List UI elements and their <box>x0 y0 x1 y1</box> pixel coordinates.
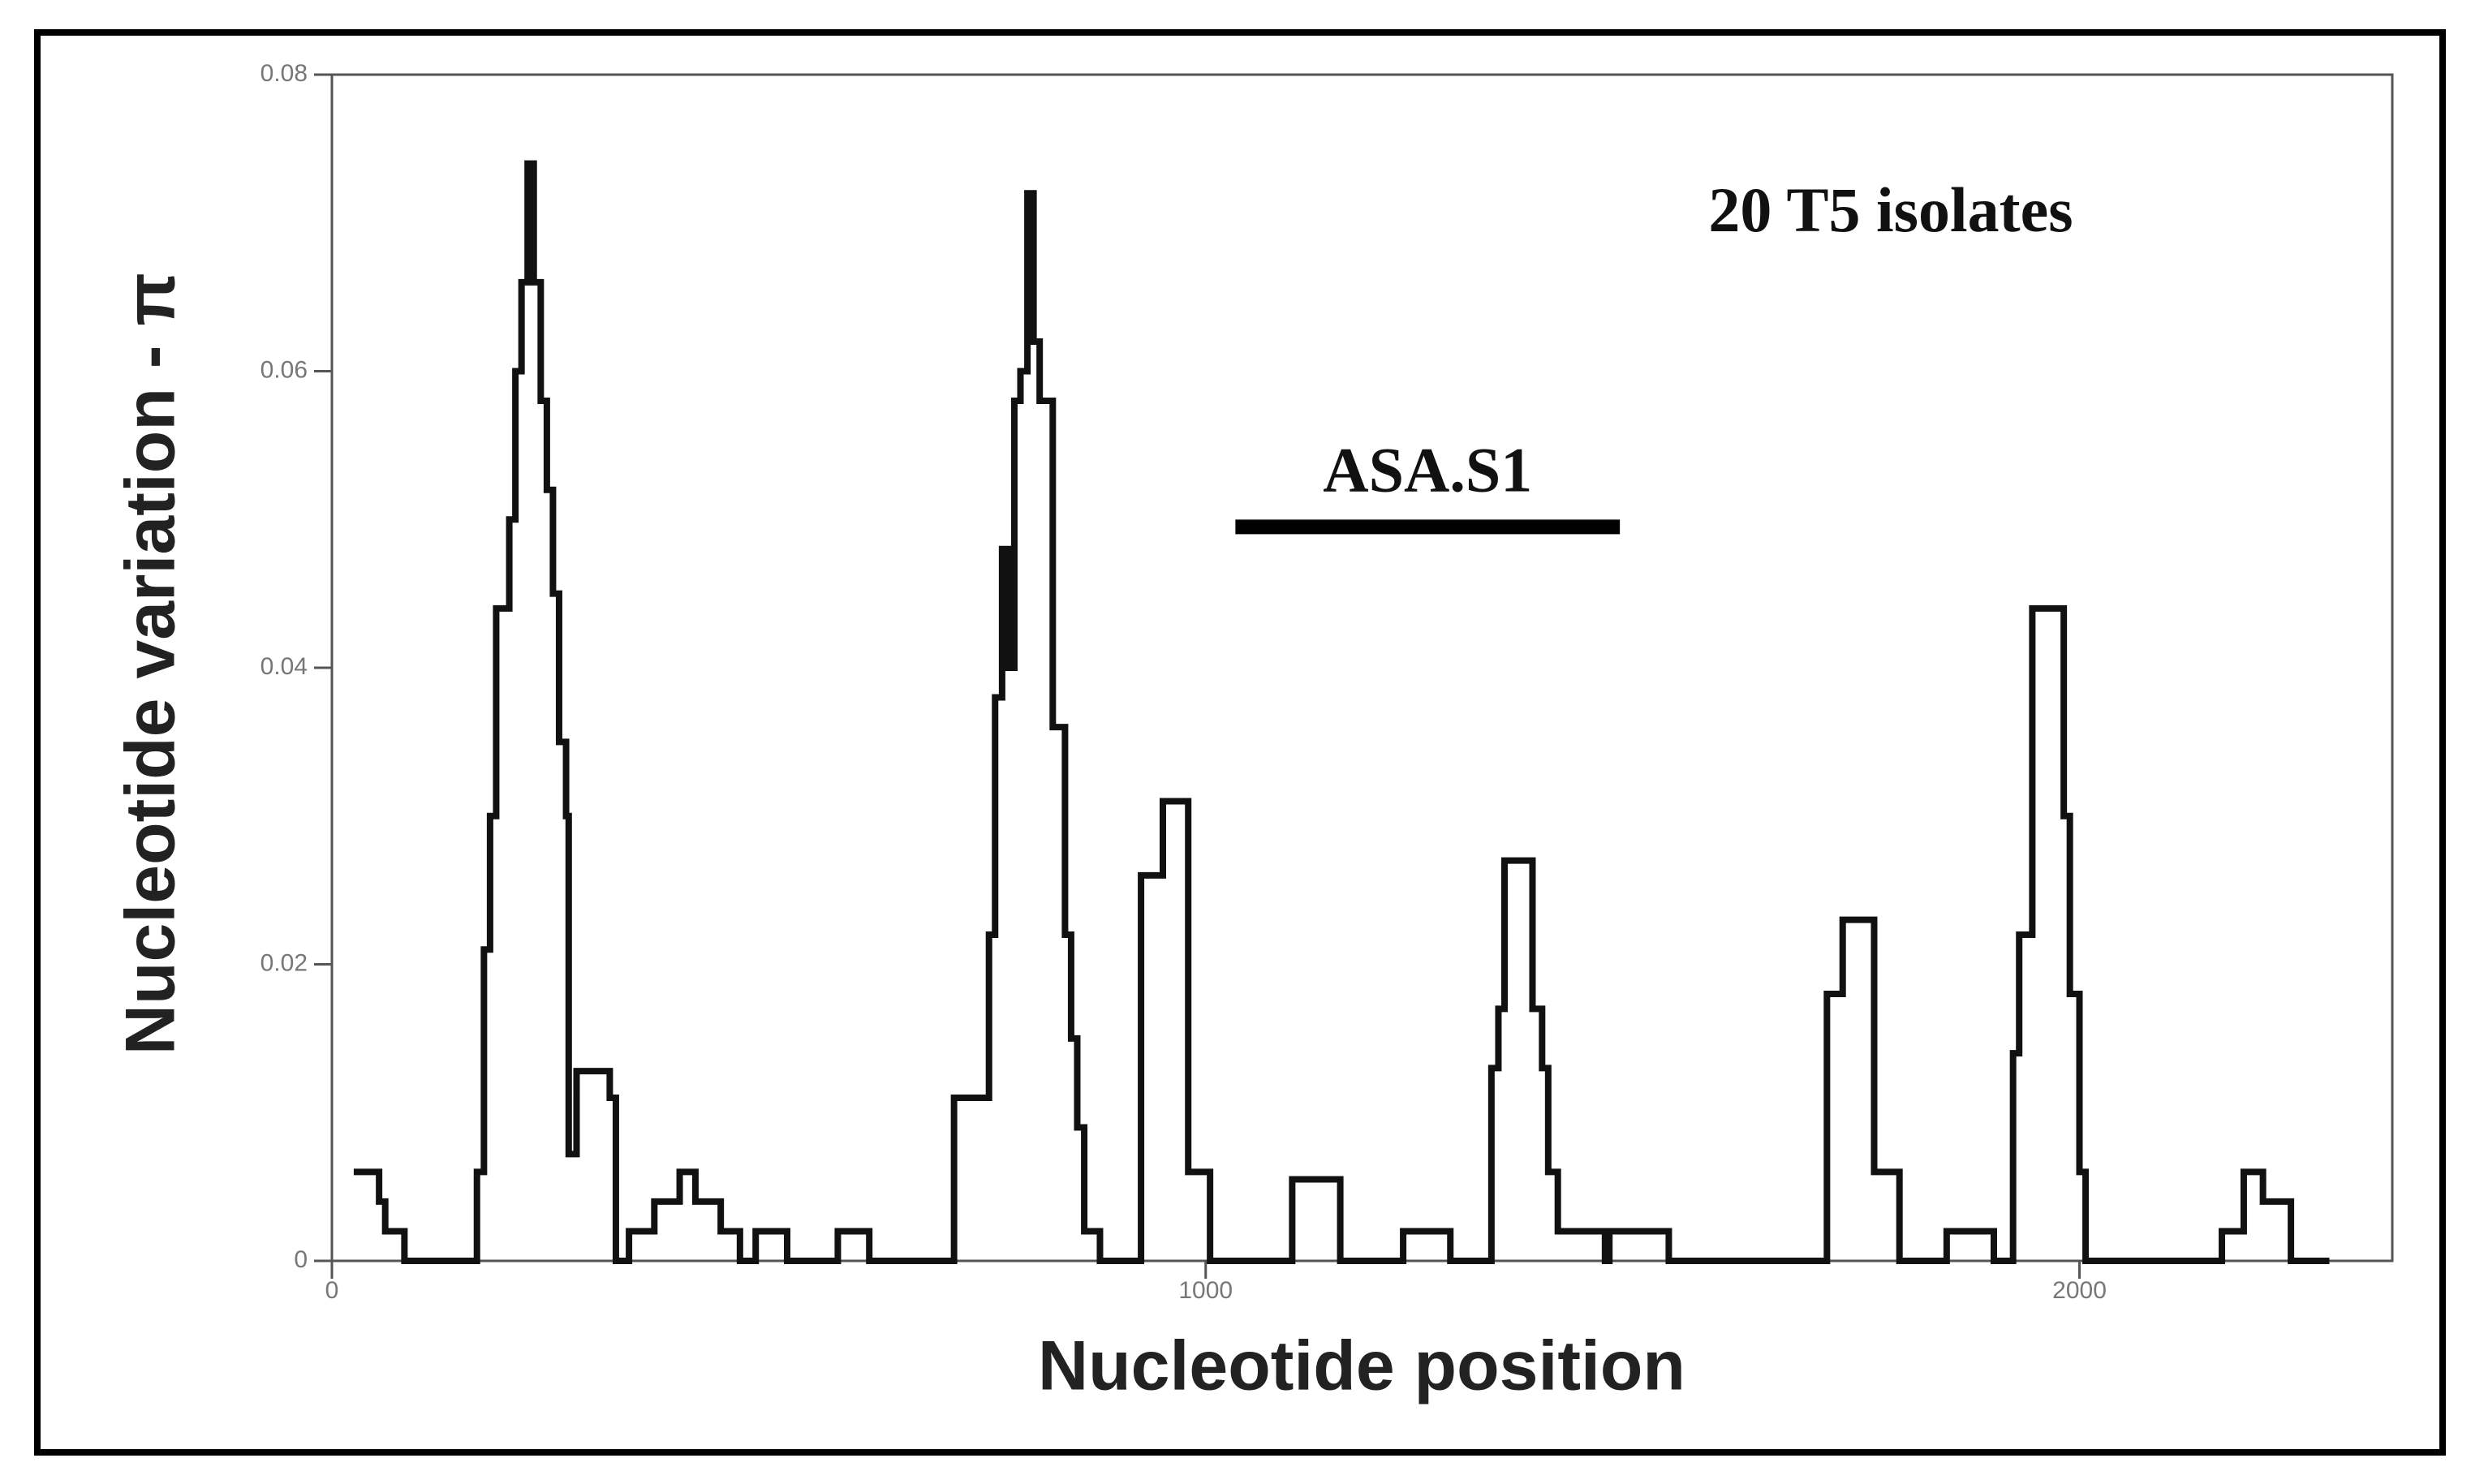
x-tick-label: 1000 <box>1178 1277 1233 1304</box>
region-label: ASA.S1 <box>1323 434 1532 505</box>
y-axis-title: Nucleotide variation - π <box>112 273 190 1055</box>
y-tick-label: 0.08 <box>260 60 308 87</box>
variation-line <box>353 160 2330 1264</box>
y-tick-label: 0 <box>294 1246 308 1273</box>
y-tick-label: 0.02 <box>260 949 308 976</box>
y-tick-label: 0.04 <box>260 653 308 680</box>
frame <box>34 29 2446 1456</box>
x-tick-label: 0 <box>325 1277 339 1304</box>
x-tick-label: 2000 <box>2052 1277 2107 1304</box>
y-tick-label: 0.06 <box>260 356 308 383</box>
annotation: 20 T5 isolates <box>1708 174 2073 245</box>
x-axis-title: Nucleotide position <box>1038 1327 1685 1405</box>
plot-area <box>330 73 2394 1262</box>
